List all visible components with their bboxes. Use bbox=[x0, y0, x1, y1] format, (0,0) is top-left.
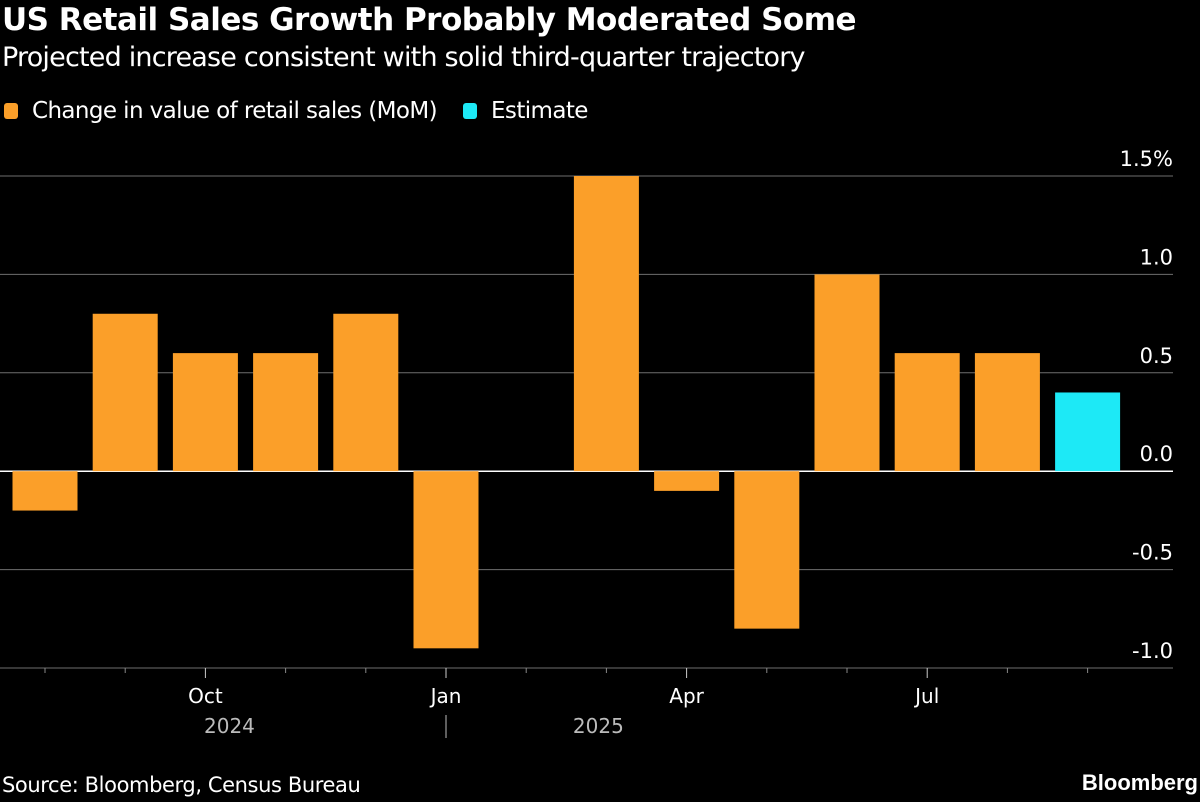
y-tick-label: 1.5% bbox=[1120, 147, 1173, 171]
bar bbox=[413, 471, 479, 649]
legend-label-mom: Change in value of retail sales (MoM) bbox=[32, 98, 438, 124]
bar bbox=[573, 176, 639, 472]
x-tick-label: Jul bbox=[913, 684, 939, 708]
x-tick-label: Apr bbox=[669, 684, 704, 708]
year-label: 2024 bbox=[204, 714, 255, 738]
legend-swatch-estimate bbox=[463, 103, 477, 119]
bar bbox=[654, 471, 720, 491]
bar bbox=[814, 274, 880, 472]
legend-item-mom: Change in value of retail sales (MoM) bbox=[4, 98, 438, 124]
legend-swatch-mom bbox=[4, 103, 18, 119]
y-tick-label: 1.0 bbox=[1140, 245, 1173, 269]
bar bbox=[894, 353, 960, 472]
y-tick-label: -1.0 bbox=[1132, 639, 1173, 663]
chart-title: US Retail Sales Growth Probably Moderate… bbox=[2, 2, 857, 38]
bar bbox=[172, 353, 238, 472]
bar bbox=[92, 313, 158, 472]
legend: Change in value of retail sales (MoM) Es… bbox=[4, 98, 614, 124]
legend-label-estimate: Estimate bbox=[491, 98, 588, 124]
y-tick-label: -0.5 bbox=[1132, 541, 1173, 565]
x-tick-label: Jan bbox=[429, 684, 462, 708]
bar bbox=[974, 353, 1040, 472]
chart-subtitle: Projected increase consistent with solid… bbox=[2, 42, 806, 73]
y-tick-label: 0.0 bbox=[1140, 442, 1173, 466]
source-note: Source: Bloomberg, Census Bureau bbox=[2, 773, 361, 797]
year-label: 2025 bbox=[573, 714, 624, 738]
y-tick-label: 0.5 bbox=[1140, 344, 1173, 368]
bar bbox=[12, 471, 78, 511]
bar bbox=[333, 313, 399, 472]
bar bbox=[734, 471, 800, 629]
x-tick-label: Oct bbox=[188, 684, 223, 708]
estimate-bar bbox=[1055, 392, 1121, 472]
bar bbox=[253, 353, 319, 472]
legend-item-estimate: Estimate bbox=[463, 98, 588, 124]
bloomberg-logo: Bloomberg bbox=[1081, 770, 1198, 795]
